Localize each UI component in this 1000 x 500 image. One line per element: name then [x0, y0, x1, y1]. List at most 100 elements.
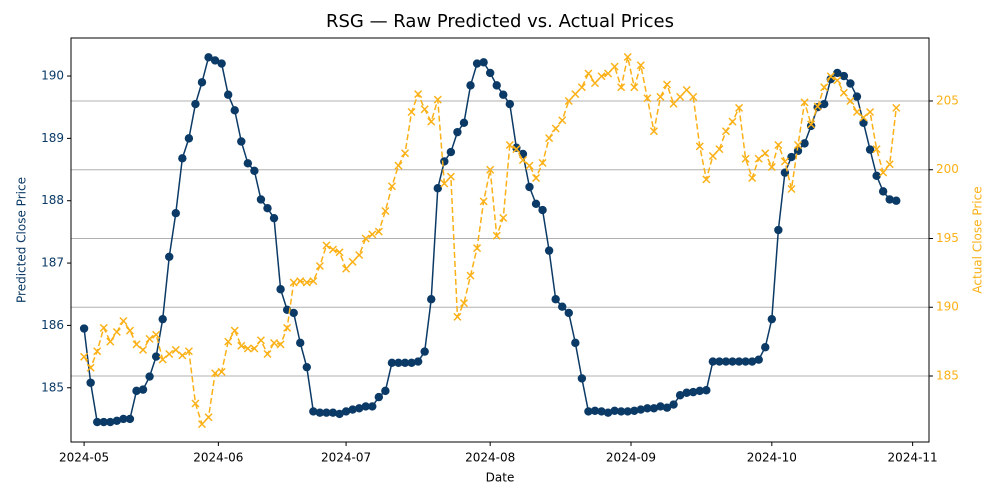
point [878, 187, 888, 196]
point [125, 414, 135, 424]
point [820, 83, 829, 92]
point [630, 406, 639, 416]
point [479, 197, 488, 206]
point [138, 385, 148, 394]
point [754, 154, 763, 163]
y-tick-label: 185 [41, 380, 64, 394]
point [204, 413, 213, 422]
point [747, 357, 757, 366]
point [191, 99, 200, 109]
point [649, 404, 659, 413]
point [472, 59, 482, 68]
point [564, 308, 573, 318]
point [636, 405, 646, 414]
point [833, 76, 842, 85]
point [446, 172, 455, 181]
point [656, 402, 665, 411]
point [748, 173, 757, 183]
point [296, 338, 305, 348]
point [492, 231, 501, 240]
point [256, 195, 266, 204]
x-tick-label: 2024-10 [747, 451, 797, 465]
point [544, 246, 554, 255]
point [145, 334, 154, 343]
point [695, 386, 704, 396]
point [597, 72, 606, 81]
point [735, 103, 744, 112]
y2-tick-label: 190 [936, 300, 959, 314]
point [485, 68, 495, 78]
point [92, 417, 102, 427]
x-tick-label: 2024-11 [888, 451, 938, 465]
point [649, 127, 658, 136]
point [702, 386, 711, 395]
point [204, 53, 213, 62]
point [80, 352, 89, 361]
y2-tick-label: 195 [936, 231, 959, 245]
point [374, 392, 384, 402]
point [538, 205, 547, 215]
point [662, 403, 672, 412]
point [662, 80, 672, 89]
point [348, 405, 357, 414]
point [551, 124, 560, 133]
point [708, 357, 718, 366]
point [145, 372, 154, 381]
point [139, 345, 148, 354]
point [518, 156, 527, 165]
point [603, 408, 613, 417]
point [505, 140, 514, 150]
point [859, 118, 868, 127]
point [774, 140, 783, 150]
point [276, 340, 285, 349]
point [584, 69, 593, 78]
point [616, 407, 626, 416]
point [892, 103, 901, 112]
point [682, 388, 691, 397]
point [728, 117, 737, 126]
point [210, 56, 220, 65]
point [315, 408, 325, 417]
point [335, 248, 344, 257]
y2-tick-label: 205 [936, 93, 959, 107]
point [250, 344, 259, 353]
point [571, 90, 580, 99]
point [885, 160, 894, 169]
point [721, 357, 731, 366]
point [315, 261, 324, 271]
point [767, 162, 776, 172]
point [171, 208, 180, 218]
point [466, 271, 475, 280]
point [132, 340, 141, 349]
point [152, 330, 161, 339]
point [689, 92, 698, 101]
point [826, 72, 835, 81]
point [387, 358, 397, 368]
point [433, 184, 442, 193]
point [499, 213, 508, 222]
point [872, 171, 881, 180]
point [165, 349, 174, 359]
point [427, 117, 436, 126]
point [571, 338, 580, 348]
point [106, 337, 115, 346]
point [309, 407, 318, 416]
point [112, 327, 121, 337]
point [106, 417, 115, 427]
point [721, 127, 730, 136]
point [669, 400, 678, 409]
point [800, 98, 809, 107]
point [577, 374, 587, 383]
point [224, 337, 233, 346]
y-tick-label: 190 [41, 69, 64, 83]
point [761, 343, 770, 352]
point [852, 107, 861, 117]
point [505, 99, 515, 109]
point [800, 139, 809, 148]
point [99, 417, 108, 427]
point [610, 406, 619, 416]
point [459, 118, 469, 127]
point [414, 90, 423, 99]
point [263, 204, 272, 213]
series-line [83, 56, 897, 426]
